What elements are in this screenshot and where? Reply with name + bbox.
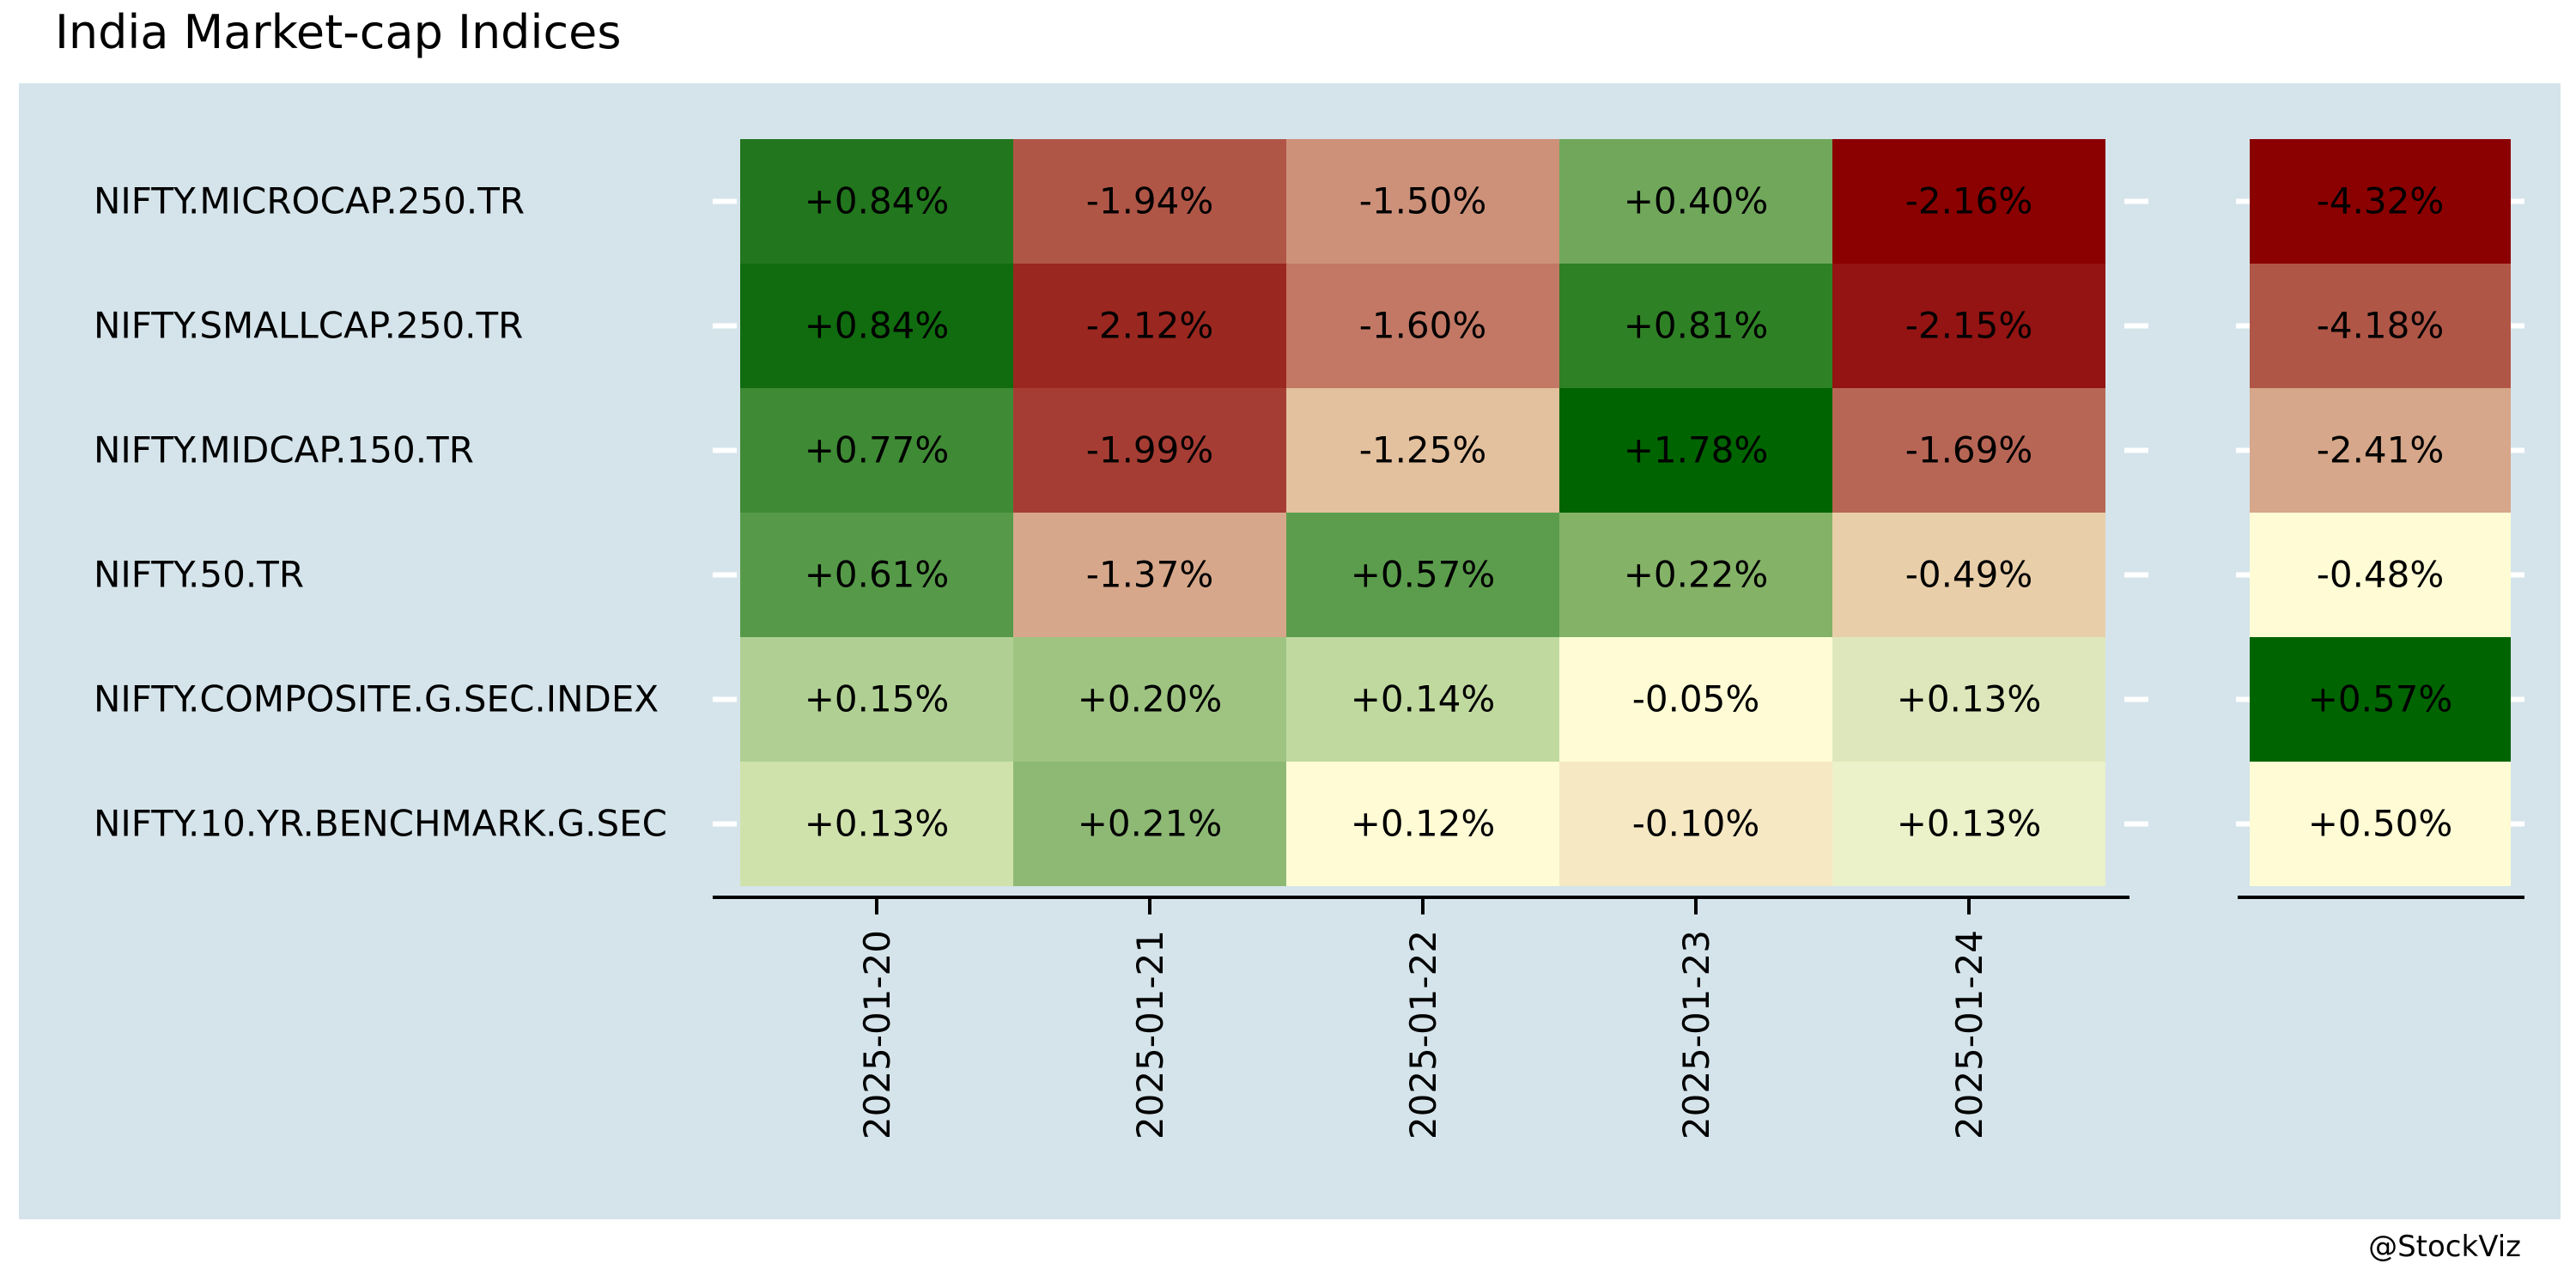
heatmap-cell — [1013, 513, 1286, 637]
cell-value-label: +0.84% — [805, 180, 950, 222]
heatmap-cell — [1559, 264, 1832, 388]
cell-value-label: -1.50% — [1359, 180, 1487, 222]
cell-value-label: +0.13% — [805, 803, 950, 845]
heatmap: +0.84% -1.94% -1.50% +0.40% -2.16% +0.84% -2.1… — [94, 139, 2524, 1139]
summary-cell — [2250, 388, 2511, 513]
summary-cell — [2250, 264, 2511, 388]
heatmap-cell — [1832, 139, 2105, 264]
x-tick-label: 2025-01-22 — [1402, 930, 1444, 1139]
cell-value-label: -0.05% — [1632, 678, 1760, 720]
cell-value-label: -1.25% — [1359, 429, 1487, 471]
cell-value-label: +0.20% — [1078, 678, 1223, 720]
summary-value-label: -2.41% — [2317, 429, 2445, 471]
heatmap-cell — [1286, 264, 1559, 388]
cell-value-label: +0.12% — [1351, 803, 1496, 845]
row-label: NIFTY.50.TR — [94, 554, 304, 596]
row-label: NIFTY.SMALLCAP.250.TR — [94, 305, 523, 347]
heatmap-cell — [1559, 513, 1832, 637]
heatmap-cell — [1013, 139, 1286, 264]
summary-cell — [2250, 139, 2511, 264]
cell-value-label: +1.78% — [1624, 429, 1769, 471]
summary-value-label: -4.18% — [2317, 305, 2445, 347]
cell-value-label: -1.69% — [1905, 429, 2033, 471]
cell-value-label: +0.81% — [1624, 305, 1769, 347]
plot-panel: +0.84% -1.94% -1.50% +0.40% -2.16% +0.84% -2.1… — [19, 83, 2561, 1219]
row-label: NIFTY.10.YR.BENCHMARK.G.SEC — [94, 803, 667, 845]
cell-value-label: -0.49% — [1905, 554, 2033, 596]
heatmap-cell — [1286, 388, 1559, 513]
row-label: NIFTY.COMPOSITE.G.SEC.INDEX — [94, 678, 659, 720]
row-label: NIFTY.MICROCAP.250.TR — [94, 180, 525, 222]
heatmap-cell — [1559, 139, 1832, 264]
cell-value-label: +0.61% — [805, 554, 950, 596]
summary-cell — [2250, 513, 2511, 637]
heatmap-cell — [740, 762, 1013, 886]
heatmap-cell — [740, 388, 1013, 513]
heatmap-cell — [1559, 388, 1832, 513]
heatmap-cell — [1013, 388, 1286, 513]
summary-value-label: -4.32% — [2317, 180, 2445, 222]
x-tick-label: 2025-01-23 — [1675, 930, 1717, 1139]
cell-value-label: -1.99% — [1086, 429, 1214, 471]
cell-value-label: +0.84% — [805, 305, 950, 347]
heatmap-cell — [1559, 762, 1832, 886]
cell-value-label: +0.15% — [805, 678, 950, 720]
row-label: NIFTY.MIDCAP.150.TR — [94, 429, 474, 471]
heatmap-cell — [1832, 762, 2105, 886]
x-tick-label: 2025-01-24 — [1948, 930, 1990, 1139]
cell-value-label: +0.13% — [1897, 803, 2042, 845]
summary-value-label: +0.50% — [2308, 803, 2453, 845]
heatmap-cell — [1832, 513, 2105, 637]
heatmap-cell — [1286, 139, 1559, 264]
x-tick-label: 2025-01-21 — [1129, 930, 1171, 1139]
heatmap-cell — [1286, 637, 1559, 762]
cell-value-label: +0.22% — [1624, 554, 1769, 596]
cell-value-label: -1.60% — [1359, 305, 1487, 347]
cell-value-label: +0.40% — [1624, 180, 1769, 222]
heatmap-cell — [1559, 637, 1832, 762]
cell-value-label: -1.94% — [1086, 180, 1214, 222]
heatmap-cell — [1013, 264, 1286, 388]
cell-value-label: -2.15% — [1905, 305, 2033, 347]
summary-value-label: -0.48% — [2317, 554, 2445, 596]
summary-cell — [2250, 762, 2511, 886]
chart-title: India Market-cap Indices — [55, 5, 622, 59]
heatmap-cell — [1832, 388, 2105, 513]
heatmap-cell — [740, 264, 1013, 388]
heatmap-cell — [1832, 264, 2105, 388]
cell-value-label: +0.14% — [1351, 678, 1496, 720]
heatmap-cell — [740, 637, 1013, 762]
heatmap-cell — [740, 139, 1013, 264]
credit-label: @StockViz — [2368, 1230, 2521, 1264]
cell-value-label: +0.21% — [1078, 803, 1223, 845]
heatmap-cell — [1013, 762, 1286, 886]
summary-value-label: +0.57% — [2308, 678, 2453, 720]
heatmap-cell — [1286, 762, 1559, 886]
heatmap-cell — [1013, 637, 1286, 762]
cell-value-label: +0.77% — [805, 429, 950, 471]
heatmap-cell — [1832, 637, 2105, 762]
cell-value-label: -2.16% — [1905, 180, 2033, 222]
x-tick-label: 2025-01-20 — [856, 930, 898, 1139]
summary-cell — [2250, 637, 2511, 762]
cell-value-label: +0.13% — [1897, 678, 2042, 720]
heatmap-cell — [1286, 513, 1559, 637]
cell-value-label: -0.10% — [1632, 803, 1760, 845]
cell-value-label: +0.57% — [1351, 554, 1496, 596]
cell-value-label: -2.12% — [1086, 305, 1214, 347]
heatmap-cell — [740, 513, 1013, 637]
cell-value-label: -1.37% — [1086, 554, 1214, 596]
